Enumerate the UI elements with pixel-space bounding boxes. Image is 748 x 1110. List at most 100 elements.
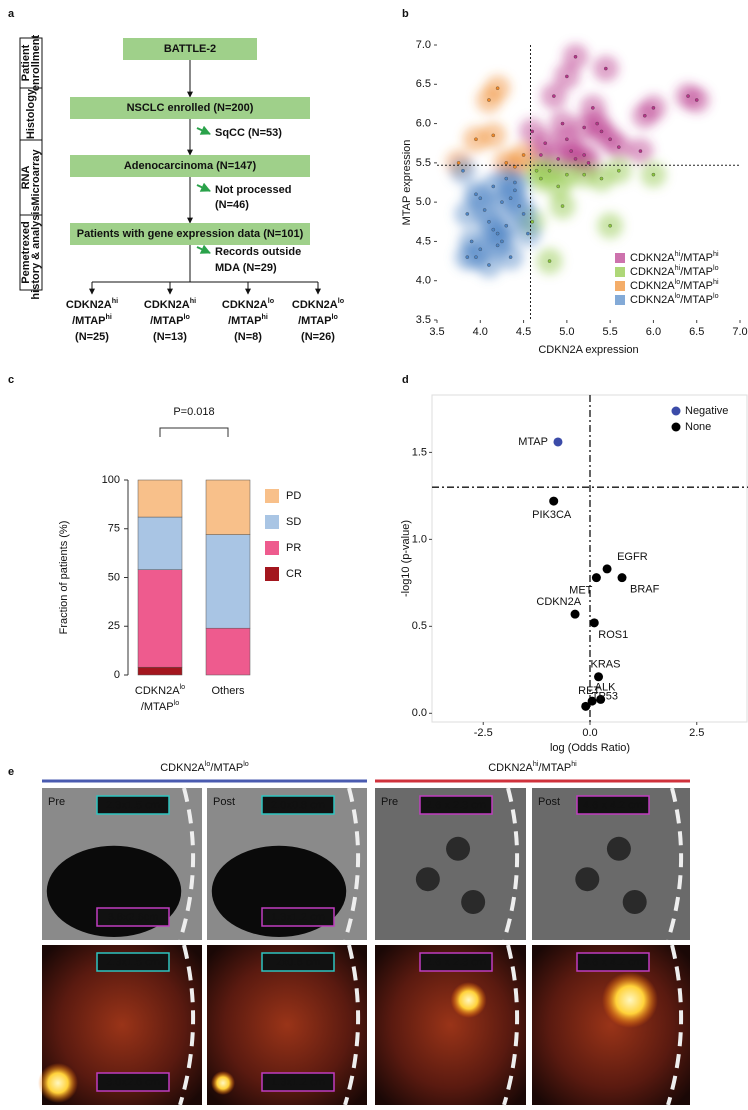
panel-label: b	[402, 8, 409, 20]
bar-segment	[205, 534, 251, 629]
legend-label: CDKN2Alo/MTAPhi	[630, 278, 719, 292]
text-part: CDKN2A	[630, 252, 675, 264]
measure-text: 2.3x1.5 cm	[106, 956, 160, 968]
text-part: /MTAP	[210, 762, 243, 774]
text-part: /MTAP	[228, 315, 261, 327]
scan-texture	[606, 836, 631, 861]
text-part: CDKN2A	[630, 266, 675, 278]
point	[474, 137, 478, 142]
point	[599, 176, 604, 181]
point	[491, 133, 496, 138]
legend-swatch	[265, 541, 279, 555]
panel-label: d	[402, 374, 409, 386]
group-text: (N=8)	[234, 331, 262, 343]
exclusion-arrow	[196, 125, 211, 135]
point	[500, 200, 504, 204]
group-text: /MTAPhi	[228, 313, 268, 327]
point	[482, 208, 487, 212]
group-text: (N=25)	[75, 331, 109, 343]
point	[487, 263, 491, 267]
point	[465, 255, 470, 259]
text-part: CDKN2A	[488, 762, 533, 774]
point-label: EGFR	[617, 551, 648, 563]
y-tick-label: 0.5	[412, 620, 427, 632]
group-text: CDKN2Ahi	[66, 297, 118, 311]
point	[534, 168, 539, 173]
legend-label: Negative	[685, 405, 728, 417]
point-label: KRAS	[591, 659, 621, 671]
text-part: hi	[675, 264, 681, 272]
point	[617, 168, 621, 173]
measure-box	[576, 952, 650, 972]
legend-label: PD	[286, 490, 301, 502]
annotation: P=0.018	[173, 406, 214, 418]
point	[573, 55, 578, 59]
point	[586, 161, 591, 165]
point	[582, 153, 586, 157]
x-tick-label: 5.0	[559, 326, 574, 338]
point	[474, 255, 478, 259]
measure-box	[96, 952, 170, 972]
point	[474, 192, 478, 197]
point	[513, 188, 517, 193]
legend-label: None	[685, 421, 711, 433]
bar-segment	[137, 479, 183, 518]
x-tick-label: /MTAPlo	[141, 699, 179, 713]
y-tick-label: 50	[108, 571, 120, 583]
y-tick-label: 0	[114, 669, 120, 681]
x-tick-label: 0.0	[582, 727, 597, 739]
point	[495, 231, 500, 236]
scan-texture	[446, 836, 471, 861]
point	[495, 86, 500, 90]
y-tick-label: 1.0	[412, 533, 427, 545]
group-title: CDKN2Ahi/MTAPhi	[488, 760, 577, 774]
side-label-text: enrollment	[30, 35, 42, 92]
x-tick-label: 7.0	[732, 326, 747, 338]
point	[599, 129, 604, 134]
flow-box-text: Adenocarcinoma (N=147)	[124, 160, 257, 172]
measure-text: 1.3x1.2 cm	[271, 911, 325, 923]
point	[617, 573, 627, 583]
point	[521, 153, 526, 157]
text-part: /MTAP	[150, 315, 183, 327]
legend-swatch	[265, 567, 279, 581]
legend-label: CR	[286, 568, 302, 580]
point	[556, 184, 560, 189]
point	[569, 149, 573, 153]
group-title: CDKN2Alo/MTAPlo	[160, 760, 249, 774]
point	[504, 223, 509, 228]
x-tick-label: 6.0	[646, 326, 661, 338]
text-part: hi	[106, 313, 112, 321]
point-label: ROS1	[598, 629, 628, 641]
point	[591, 573, 601, 583]
point	[582, 172, 586, 177]
exclusion-arrow	[196, 182, 211, 192]
x-tick-label: 4.5	[516, 326, 531, 338]
scan-rib	[343, 787, 361, 941]
point	[487, 98, 491, 102]
flow-box	[70, 97, 310, 119]
text-part: lo	[713, 292, 719, 300]
lesion	[38, 1063, 78, 1103]
scan-tag: Post	[538, 796, 560, 808]
measure-box	[261, 907, 335, 927]
measure-text: 3.0x2.6 cm	[106, 1076, 160, 1088]
text-part: hi	[112, 297, 118, 305]
measure-box	[261, 952, 335, 972]
point	[500, 239, 504, 244]
scan-tag: Post	[213, 796, 235, 808]
point	[595, 121, 599, 126]
legend-swatch	[615, 267, 625, 277]
group-text: CDKN2Alo	[222, 297, 275, 311]
point	[508, 196, 513, 200]
scan-rib	[502, 787, 520, 941]
side-label-text: Patient	[20, 44, 32, 81]
text-part: /MTAP	[72, 315, 105, 327]
point	[530, 220, 534, 224]
x-tick-label: Others	[211, 685, 245, 697]
point	[594, 672, 604, 682]
measure-box	[261, 1072, 335, 1092]
measure-text: 1.3x1.2 cm	[271, 1076, 325, 1088]
